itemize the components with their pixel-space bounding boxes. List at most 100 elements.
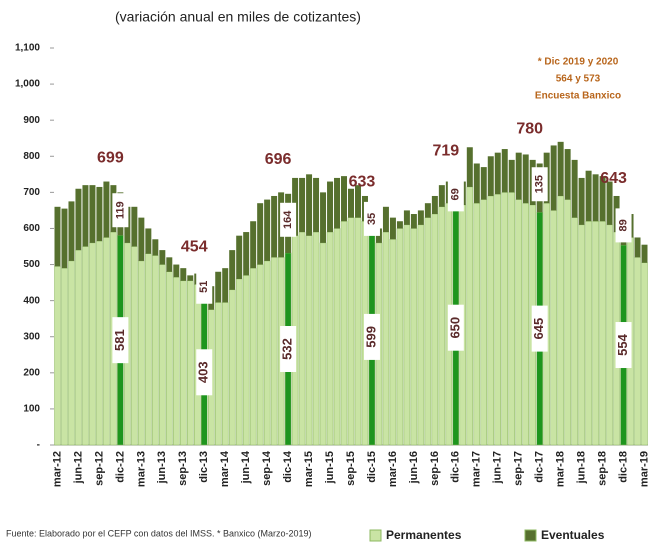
legend-label: Permanentes [386, 528, 462, 542]
bar-segment [410, 214, 417, 229]
note-line: * Dic 2019 y 2020 [538, 57, 619, 68]
value-label-box [363, 313, 380, 360]
chart-subtitle: (variación anual en miles de cotizantes) [115, 9, 361, 25]
bar-segment [417, 210, 424, 225]
bar-segment [480, 199, 488, 446]
x-tick-label: dic-13 [198, 451, 210, 483]
bar-segment [138, 217, 145, 261]
bar-segment [242, 275, 250, 446]
bar-segment [564, 199, 571, 446]
value-label: 51 [198, 281, 210, 293]
value-label-box [447, 177, 464, 212]
bar-segment [82, 185, 89, 247]
bar-segment [326, 231, 334, 446]
bar-segment [571, 159, 578, 218]
bar-segment [403, 210, 410, 225]
y-tick-label: 600 [23, 223, 40, 234]
source: Fuente: Elaborado por el CEFP con datos … [6, 528, 312, 538]
bar-segment [61, 267, 68, 446]
value-label-box [615, 208, 632, 243]
bar-segment [592, 174, 599, 222]
value-label: 650 [447, 317, 462, 339]
bar-segment [236, 235, 243, 279]
bar-segment [256, 264, 264, 446]
value-label-box [112, 317, 129, 364]
legend-swatch [524, 529, 537, 542]
bar-segment [180, 268, 187, 281]
x-tick-label: sep-15 [345, 451, 357, 486]
x-tick-label: sep-18 [596, 451, 608, 486]
x-tick-label: sep-16 [429, 451, 441, 486]
bar-segment [473, 163, 480, 204]
x-tick-label: mar-18 [555, 451, 567, 487]
x-tick-label: dic-12 [114, 451, 126, 483]
value-label: 581 [112, 329, 127, 351]
bar-segment [396, 221, 403, 229]
value-label: 135 [534, 175, 546, 193]
total-annotation: 454 [181, 238, 208, 255]
bar-segment [152, 255, 159, 446]
y-tick-label: 800 [23, 151, 40, 162]
x-tick-label: dic-14 [282, 450, 294, 483]
bar-segment [264, 199, 271, 261]
bar-segment [61, 208, 68, 269]
value-label-box [112, 193, 129, 228]
bar-segment [592, 220, 599, 446]
bar-segment [214, 302, 222, 446]
x-tick-label: mar-15 [303, 451, 315, 487]
bar-segment [327, 181, 334, 233]
legend-label: Eventuales [541, 528, 605, 542]
note-line: 564 y 573 [556, 74, 601, 85]
bar-segment [641, 262, 648, 446]
x-tick-label: sep-13 [177, 451, 189, 486]
value-label: 69 [450, 188, 462, 200]
bar-segment [571, 217, 578, 446]
bar-segment [68, 201, 75, 261]
bar-segment [82, 246, 89, 446]
bar-segment [173, 276, 180, 446]
bar-segment [187, 275, 194, 281]
bar-segment [515, 152, 522, 200]
bar-segment [173, 264, 180, 278]
value-label: 599 [363, 326, 378, 348]
x-tick-label: jun-18 [576, 451, 588, 484]
bar-segment [96, 240, 103, 446]
bar-segment [159, 250, 166, 265]
bar-segment [340, 220, 348, 446]
x-tick-label: dic-16 [450, 451, 462, 483]
bar-segment [403, 224, 411, 446]
value-label: 119 [114, 201, 126, 219]
bar-segment [166, 257, 173, 272]
x-tick-label: mar-12 [51, 451, 63, 487]
bar-segment [389, 239, 397, 446]
value-label-box [531, 167, 548, 202]
x-tick-label: dic-17 [534, 451, 546, 483]
bar-segment [417, 224, 425, 446]
bar-segment [298, 231, 306, 446]
bar-segment [243, 232, 250, 276]
bar-segment [145, 253, 152, 446]
total-annotation: 719 [432, 143, 459, 160]
bar-segment [131, 246, 138, 446]
bar-segment [487, 195, 495, 446]
bar-segment [494, 152, 501, 195]
bar-segment [606, 224, 613, 446]
y-tick-label: 1,000 [15, 79, 40, 90]
bar-segment [334, 177, 341, 229]
bar-segment [501, 192, 508, 446]
bar-segment [159, 264, 166, 446]
bar-segment [228, 289, 236, 446]
bar-segment [103, 237, 110, 446]
x-tick-label: mar-14 [219, 450, 231, 487]
y-tick-label: 700 [23, 187, 40, 198]
bar-segment [634, 257, 641, 446]
total-annotation: 696 [265, 151, 292, 168]
total-annotation: 633 [349, 173, 376, 190]
y-tick-label: 1,100 [15, 43, 40, 54]
value-label-box [196, 349, 213, 396]
bar-segment [54, 266, 61, 446]
bar-segment [222, 268, 229, 303]
bar-segment [96, 186, 103, 242]
bar-segment [305, 235, 313, 446]
x-tick-label: mar-16 [387, 451, 399, 487]
